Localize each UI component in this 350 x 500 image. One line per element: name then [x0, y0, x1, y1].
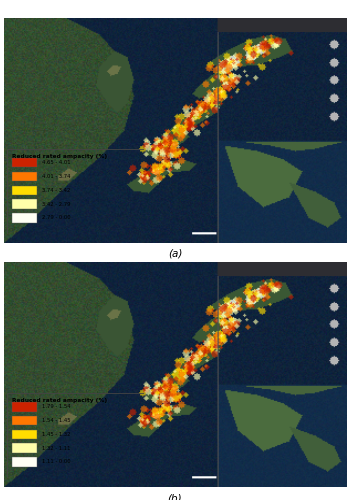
Text: (b): (b) [168, 494, 182, 500]
Text: (a): (a) [168, 248, 182, 258]
